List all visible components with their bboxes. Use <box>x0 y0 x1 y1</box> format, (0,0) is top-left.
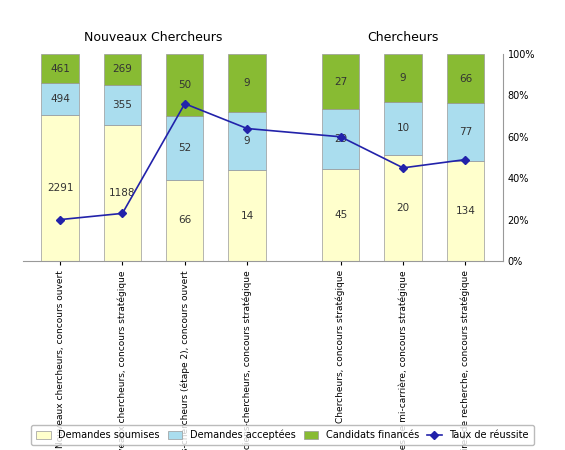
Text: Chercheurs: Chercheurs <box>367 31 439 44</box>
Text: 461: 461 <box>50 64 70 74</box>
Text: 134: 134 <box>455 206 475 216</box>
Bar <box>228 54 266 112</box>
Text: Nouveaux Chercheurs: Nouveaux Chercheurs <box>84 31 223 44</box>
Text: 14: 14 <box>241 211 254 220</box>
Bar <box>41 115 79 261</box>
Text: 20: 20 <box>397 203 410 213</box>
Text: 494: 494 <box>50 94 70 104</box>
Bar <box>166 54 203 116</box>
Bar <box>384 155 421 261</box>
Text: 9: 9 <box>400 73 406 83</box>
Bar <box>104 125 141 261</box>
Bar <box>322 54 359 109</box>
Text: 45: 45 <box>334 210 347 220</box>
Bar <box>384 102 421 155</box>
Text: 10: 10 <box>397 123 410 133</box>
Text: 77: 77 <box>459 127 472 137</box>
Text: 9: 9 <box>244 78 250 88</box>
Bar <box>322 169 359 261</box>
Bar <box>104 54 141 85</box>
Bar <box>322 109 359 169</box>
Bar <box>41 54 79 83</box>
Text: 52: 52 <box>178 143 192 153</box>
Text: 1188: 1188 <box>109 188 136 198</box>
Text: 29: 29 <box>334 134 347 144</box>
Bar <box>166 116 203 180</box>
Text: 50: 50 <box>178 80 192 90</box>
Bar <box>104 85 141 125</box>
Text: 27: 27 <box>334 76 347 87</box>
Text: 269: 269 <box>112 64 132 74</box>
Text: 9: 9 <box>244 136 250 146</box>
Bar <box>447 161 484 261</box>
Bar <box>228 171 266 261</box>
Text: 355: 355 <box>112 100 132 110</box>
Bar <box>447 54 484 104</box>
Bar <box>166 180 203 261</box>
Text: 2291: 2291 <box>47 183 73 193</box>
Bar <box>228 112 266 171</box>
Text: 66: 66 <box>178 216 192 225</box>
Text: 66: 66 <box>459 74 472 84</box>
Bar <box>447 104 484 161</box>
Bar <box>41 83 79 115</box>
Legend: Demandes soumises, Demandes acceptées, Candidats financés, Taux de réussite: Demandes soumises, Demandes acceptées, C… <box>31 425 534 445</box>
Bar <box>384 54 421 102</box>
